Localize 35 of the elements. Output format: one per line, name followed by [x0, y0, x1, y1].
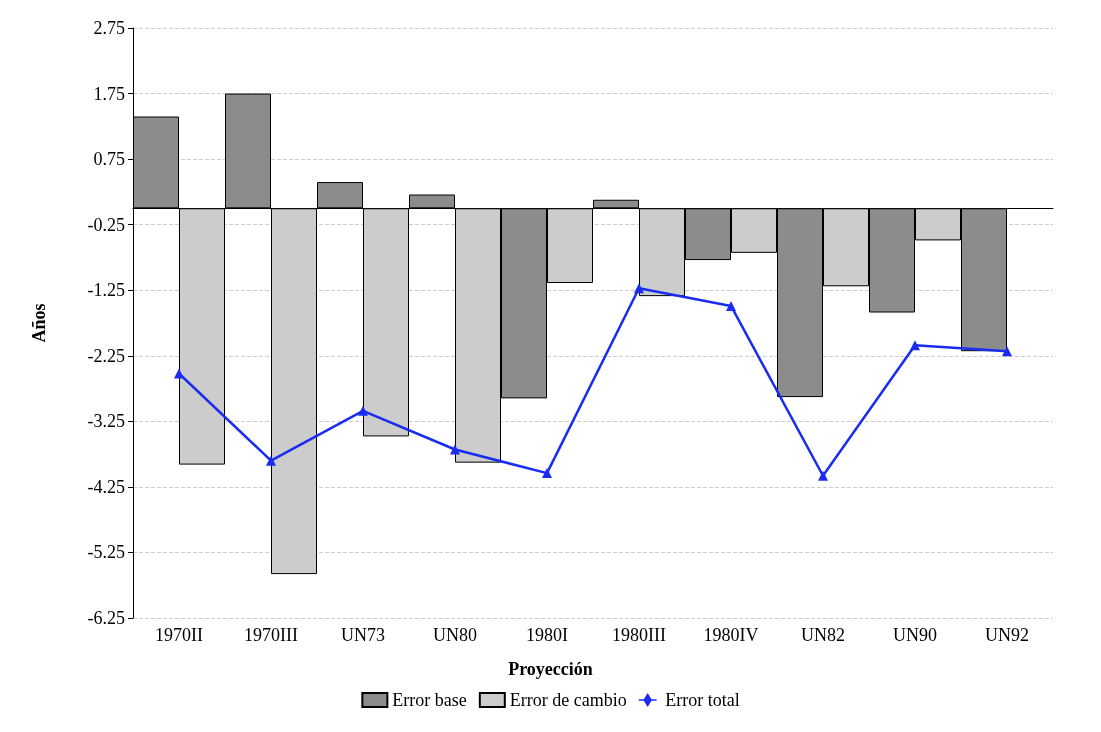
point	[634, 283, 644, 294]
x-tick-label: UN92	[985, 625, 1029, 645]
y-tick-label: -5.25	[87, 542, 125, 563]
y-tick-label: -0.25	[87, 214, 125, 235]
legend-label: Error de cambio	[509, 690, 627, 710]
x-tick-label: 1980I	[526, 625, 568, 645]
x-axis-title: Proyección	[508, 659, 593, 679]
point	[910, 340, 920, 351]
point	[266, 455, 276, 466]
y-tick-label: -3.25	[87, 411, 125, 432]
point	[174, 368, 184, 379]
x-tick-label: UN73	[341, 625, 385, 645]
legend-label: Error base	[392, 690, 467, 710]
x-tick-label: 1980III	[612, 625, 666, 645]
y-axis-title: Años	[29, 303, 49, 343]
point	[358, 405, 368, 416]
x-tick-label: UN90	[893, 625, 937, 645]
y-tick-label: -2.25	[87, 345, 125, 366]
point	[1002, 346, 1012, 357]
x-tick-label: UN80	[433, 625, 477, 645]
y-tick-label: 2.75	[93, 18, 125, 38]
x-tick-label: 1980IV	[703, 625, 759, 645]
point	[542, 468, 552, 479]
point	[726, 300, 736, 311]
legend-label: Error total	[665, 690, 740, 710]
x-tick-label: UN82	[801, 625, 845, 645]
y-tick-label: -6.25	[87, 608, 125, 628]
x-tick-label: 1970III	[244, 625, 298, 645]
y-tick-label: 0.75	[93, 149, 125, 170]
x-tick-label: 1970II	[155, 625, 203, 645]
y-tick-label: 1.75	[93, 83, 125, 104]
y-tick-label: -4.25	[87, 476, 125, 497]
point	[818, 470, 828, 481]
point	[450, 444, 460, 455]
y-tick-label: -1.25	[87, 280, 125, 301]
